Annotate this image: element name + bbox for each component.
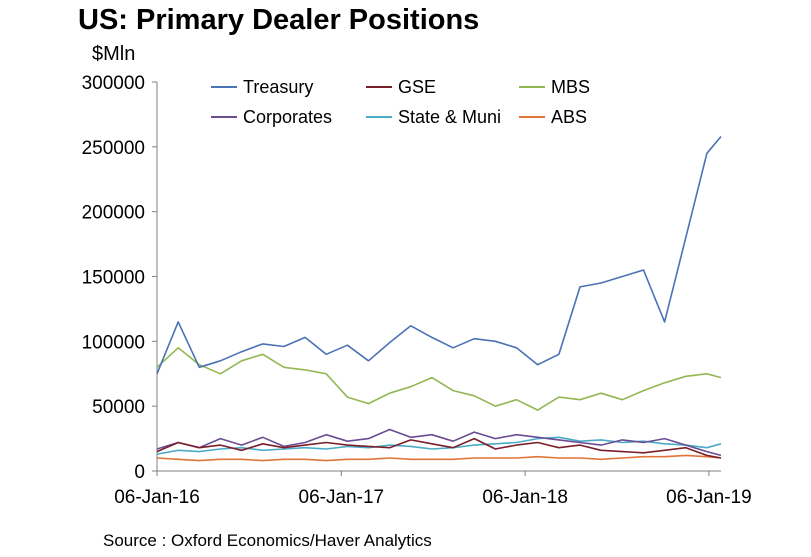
- x-tick-label: 06-Jan-18: [482, 487, 568, 508]
- series-lines: [156, 135, 722, 462]
- y-axis-unit-label: $Mln: [92, 43, 136, 65]
- axes: 0 50000 100000 150000 200000 250000 300000 06-J…: [82, 73, 752, 508]
- legend-label-gse: GSE: [398, 77, 436, 97]
- y-tick-label: 200000: [82, 203, 145, 224]
- series-line-mbs: [156, 346, 722, 411]
- y-tick-label: 150000: [82, 268, 145, 289]
- x-tick-label: 06-Jan-16: [114, 487, 200, 508]
- legend-label-mbs: MBS: [551, 77, 590, 97]
- y-tick-label: 50000: [92, 397, 145, 418]
- chart-title: US: Primary Dealer Positions: [78, 4, 480, 36]
- legend-label-treasury: Treasury: [243, 77, 313, 97]
- x-tick-label: 06-Jan-17: [299, 487, 385, 508]
- source-note: Source : Oxford Economics/Haver Analytic…: [103, 531, 432, 550]
- series-line-abs: [156, 454, 722, 462]
- y-tick-label: 100000: [82, 332, 145, 353]
- y-tick-label: 0: [134, 462, 145, 483]
- legend: Treasury GSE MBS Corporates State & Muni ABS: [211, 77, 590, 127]
- x-tick-label: 06-Jan-19: [666, 487, 752, 508]
- y-tick-label: 300000: [82, 73, 145, 94]
- legend-label-abs: ABS: [551, 107, 587, 127]
- legend-label-corporates: Corporates: [243, 107, 332, 127]
- series-line-gse: [156, 437, 722, 459]
- legend-label-state-muni: State & Muni: [398, 107, 501, 127]
- series-line-corporates: [156, 428, 722, 457]
- series-line-treasury: [156, 135, 722, 375]
- y-tick-label: 250000: [82, 138, 145, 159]
